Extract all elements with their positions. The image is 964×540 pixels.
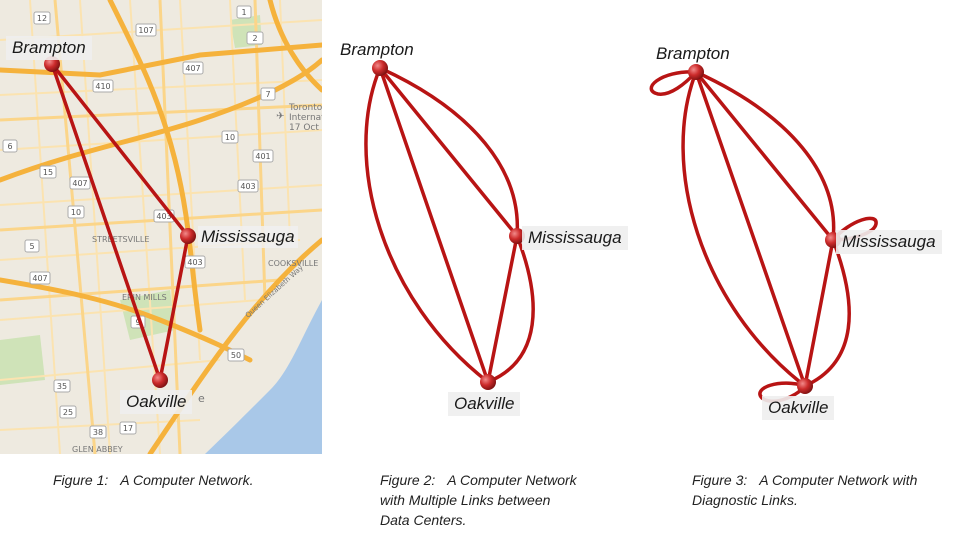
svg-text:10: 10 <box>71 208 81 217</box>
map-label-airport-line-1: Toronto <box>288 103 322 113</box>
link-brampton-oakville-1 <box>378 66 490 384</box>
label-oakville: Oakville <box>120 390 193 414</box>
map-label-streetsville: STREETSVILLE <box>92 235 149 244</box>
svg-text:9: 9 <box>135 318 140 327</box>
figure-1-map: 107 2 407 410 7 10 1 401 403 407 10 5 40… <box>0 0 322 454</box>
map-label-glen-abbey: GLEN ABBEY <box>72 445 123 454</box>
label-brampton: Brampton <box>340 40 414 59</box>
figure-2-caption: Figure 2: A Computer Network with Multipl… <box>380 470 577 530</box>
map-label-fragment: e <box>198 392 205 405</box>
svg-text:407: 407 <box>72 179 87 188</box>
svg-text:403: 403 <box>240 182 255 191</box>
caption-line-2: Diagnostic Links. <box>692 492 798 508</box>
link-brampton-oakville <box>50 62 162 382</box>
map-label-airport-line-3: 17 Oct <box>289 123 319 133</box>
link-mississauga-oakville-1 <box>486 234 519 384</box>
link-mississauga-oakville-2 <box>486 234 535 384</box>
highways <box>0 0 322 454</box>
svg-text:38: 38 <box>93 428 103 437</box>
link-brampton-oakville-1 <box>694 70 807 388</box>
label-brampton: Brampton <box>6 36 92 60</box>
link-mississauga-oakville-1 <box>803 238 835 388</box>
figure-1-caption: Figure 1: A Computer Network. <box>53 470 254 490</box>
link-brampton-mississauga-1 <box>694 70 835 242</box>
node-oakville <box>480 374 496 390</box>
network-links <box>50 62 190 382</box>
map-label-erin-mills: ERIN MILLS <box>122 293 167 302</box>
link-brampton-mississauga-2 <box>378 66 520 238</box>
svg-text:2: 2 <box>252 34 257 43</box>
svg-text:25: 25 <box>63 408 73 417</box>
node-oakville <box>152 372 168 388</box>
label-mississauga: Mississauga <box>836 230 942 254</box>
link-mississauga-oakville <box>158 234 190 382</box>
svg-text:407: 407 <box>32 274 47 283</box>
map-park <box>0 335 45 385</box>
node-brampton <box>372 60 388 76</box>
figure-3-diagram: Brampton Mississauga Oakville <box>640 0 964 454</box>
svg-text:17: 17 <box>123 424 133 433</box>
svg-text:403: 403 <box>187 258 202 267</box>
node-brampton <box>688 64 704 80</box>
svg-text:407: 407 <box>185 64 200 73</box>
map-label-airport-line-2: Internat <box>289 113 322 123</box>
figure-2-graph <box>364 60 535 390</box>
svg-text:50: 50 <box>231 351 241 360</box>
svg-text:403: 403 <box>156 212 171 221</box>
map-label-cooksville: COOKSVILLE <box>268 259 318 268</box>
link-mississauga-oakville-2 <box>803 238 851 388</box>
svg-text:15: 15 <box>43 168 53 177</box>
caption-text: A Computer Network. <box>120 472 254 488</box>
link-brampton-mississauga-2 <box>694 70 836 242</box>
link-brampton-mississauga-1 <box>378 66 519 238</box>
link-brampton-oakville-2 <box>364 66 490 384</box>
caption-figure-number: Figure 3: <box>692 472 748 488</box>
lake-ontario-water <box>205 300 322 454</box>
figure-3-caption: Figure 3: A Computer Network with Diagnos… <box>692 470 917 510</box>
caption-line-3: Data Centers. <box>380 512 467 528</box>
label-oakville: Oakville <box>762 396 835 420</box>
caption-line-2: with Multiple Links between <box>380 492 551 508</box>
caption-line-1: A Computer Network <box>447 472 577 488</box>
svg-text:401: 401 <box>255 152 270 161</box>
label-mississauga: Mississauga <box>522 226 628 250</box>
node-brampton <box>44 56 60 72</box>
caption-figure-number: Figure 2: <box>380 472 436 488</box>
diagnostic-loop-oakville <box>758 381 807 403</box>
label-brampton: Brampton <box>656 44 730 63</box>
svg-text:10: 10 <box>225 133 235 142</box>
figure-2-diagram: Brampton Mississauga Oakville <box>322 0 640 454</box>
link-brampton-oakville-2 <box>681 70 807 388</box>
svg-text:5: 5 <box>29 242 34 251</box>
label-mississauga: Mississauga <box>198 226 298 248</box>
node-mississauga <box>180 228 196 244</box>
svg-text:410: 410 <box>95 82 110 91</box>
airport-icon: ✈ <box>276 111 284 122</box>
fig2-links <box>364 66 535 384</box>
svg-text:1: 1 <box>241 8 246 17</box>
svg-text:7: 7 <box>265 90 270 99</box>
svg-text:35: 35 <box>57 382 67 391</box>
figure-3-graph <box>649 64 878 403</box>
node-oakville <box>797 378 813 394</box>
caption-line-1: A Computer Network with <box>759 472 918 488</box>
label-oakville: Oakville <box>448 392 521 416</box>
route-shields: 107 2 407 410 7 10 1 401 403 407 10 5 40… <box>2 5 276 439</box>
svg-text:107: 107 <box>138 26 153 35</box>
svg-text:6: 6 <box>7 142 12 151</box>
node-mississauga <box>509 228 525 244</box>
diagnostic-loop-brampton <box>649 70 698 96</box>
svg-text:12: 12 <box>37 14 47 23</box>
link-brampton-mississauga <box>50 62 190 238</box>
caption-figure-number: Figure 1: <box>53 472 109 488</box>
